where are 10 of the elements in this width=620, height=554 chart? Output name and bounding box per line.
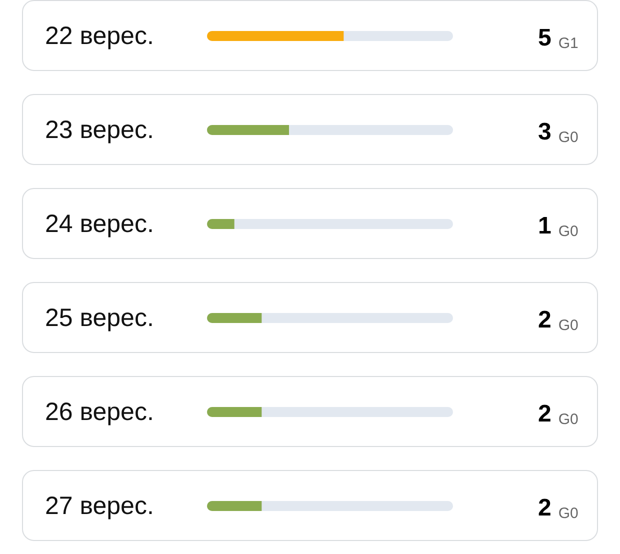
y-tick-label: 25 верес. [45, 304, 154, 332]
y-tick-label: 24 верес. [45, 210, 154, 238]
y-tick-label: 27 верес. [45, 492, 154, 520]
bar [207, 500, 262, 510]
y-tick-label: 26 верес. [45, 398, 154, 426]
y-tick-label: 23 верес. [45, 116, 154, 144]
y-tick-label: 22 верес. [45, 22, 154, 50]
bar [207, 312, 262, 322]
bar [207, 218, 234, 228]
bar [207, 406, 262, 416]
